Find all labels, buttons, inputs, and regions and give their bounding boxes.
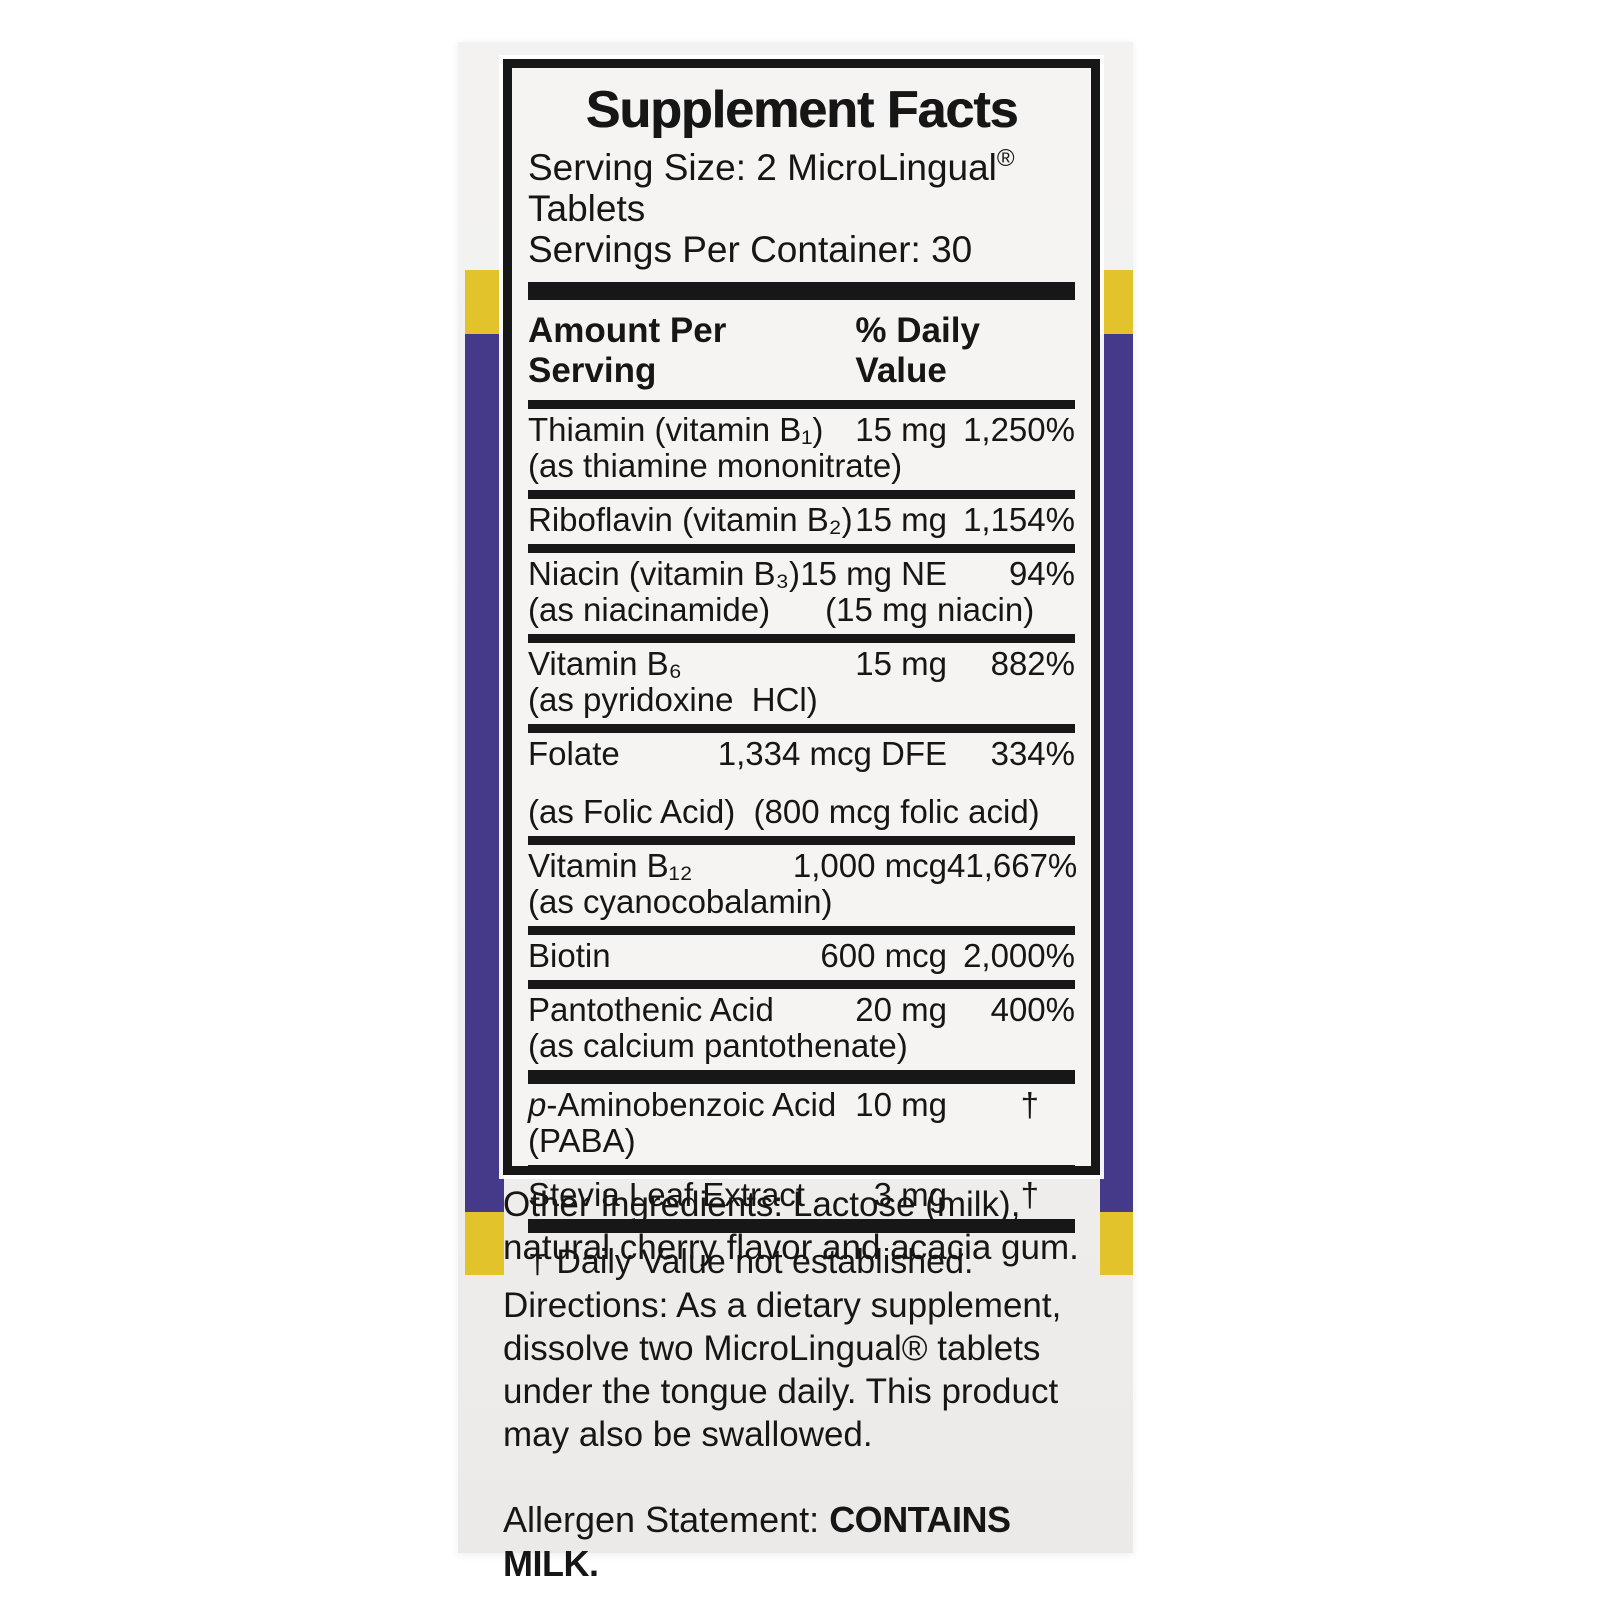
nutrient-source: (as Folic Acid) (800 mcg folic acid) xyxy=(528,793,1040,831)
left-stripe-purple xyxy=(465,334,504,1212)
left-stripe-yellow-bottom xyxy=(465,1212,504,1275)
other-ingredients-text: Other Ingredients: Lactose (milk), natur… xyxy=(503,1185,1079,1267)
nutrient-source: (as pyridoxine HCl) xyxy=(528,681,818,719)
back-panel-copy: Other Ingredients: Lactose (milk), natur… xyxy=(503,1183,1109,1586)
section-divider-thick xyxy=(528,282,1075,301)
nutrient-daily-value: 41,667% xyxy=(947,847,1078,885)
right-stripe-purple xyxy=(1100,334,1133,1212)
nutrient-source: (as niacinamide) (15 mg niacin) xyxy=(528,591,1035,629)
row-divider xyxy=(528,980,1075,990)
nutrient-daily-value: † xyxy=(1020,1176,1039,1214)
left-stripe-yellow-top xyxy=(465,270,504,334)
daily-value-footnote: † Daily Value not established. xyxy=(528,1243,974,1282)
column-header-row: Amount Per Serving % Daily Value xyxy=(528,300,1075,400)
nutrient-amount: 15 mg xyxy=(855,645,947,683)
nutrient-amount: 15 mg xyxy=(855,411,947,449)
servings-per-container-line: Servings Per Container: 30 xyxy=(528,229,973,271)
right-stripe-yellow-top xyxy=(1100,270,1133,334)
nutrient-amount: 15 mg NE xyxy=(800,555,947,593)
row-divider xyxy=(528,1165,1075,1175)
allergen-statement: Allergen Statement: CONTAINS MILK. xyxy=(503,1498,1109,1586)
table-row-riboflavin: Riboflavin (vitamin B₂) 15 mg 1,154% xyxy=(528,499,1075,544)
daily-value-header: % Daily Value xyxy=(855,311,980,391)
nutrient-source: (as cyanocobalamin) xyxy=(528,883,833,921)
nutrient-name: Stevia Leaf Extract xyxy=(528,1176,805,1214)
nutrient-amount: 10 mg xyxy=(855,1086,947,1124)
registered-mark: ® xyxy=(996,145,1015,173)
table-row-vitamin-b12: Vitamin B₁₂ 1,000 mcg 41,667% (as cyanoc… xyxy=(528,845,1078,926)
product-box-back-panel: Supplement Facts Serving Size: 2 MicroLi… xyxy=(458,42,1133,1584)
nutrient-name: Biotin xyxy=(528,937,611,975)
nutrient-source: (as thiamine mononitrate) xyxy=(528,447,903,485)
nutrient-name: Pantothenic Acid xyxy=(528,991,774,1029)
nutrient-source: (PABA) xyxy=(528,1122,636,1160)
table-row-paba: p-Aminobenzoic Acid 10 mg † (PABA) xyxy=(528,1084,1075,1165)
directions-text: Directions: As a dietary supplement, dis… xyxy=(503,1286,1062,1454)
nutrient-name-italic-prefix: p xyxy=(528,1086,547,1124)
serving-size-line: Serving Size: 2 MicroLingual® Tablets xyxy=(528,145,1075,230)
allergen-label: Allergen Statement: xyxy=(503,1499,830,1540)
nutrient-amount: 3 mg xyxy=(873,1176,947,1214)
nutrient-name: Niacin (vitamin B₃) xyxy=(528,555,800,593)
nutrient-name: p-Aminobenzoic Acid xyxy=(528,1087,855,1123)
row-divider xyxy=(528,400,1075,410)
table-row-thiamin: Thiamin (vitamin B₁) 15 mg 1,250% (as th… xyxy=(528,409,1075,490)
row-divider xyxy=(528,490,1075,500)
nutrient-name: Vitamin B₆ xyxy=(528,645,682,683)
row-divider xyxy=(528,724,1075,734)
amount-per-serving-header: Amount Per Serving xyxy=(528,311,727,391)
nutrient-name: Riboflavin (vitamin B₂) xyxy=(528,501,853,539)
nutrient-name: Folate xyxy=(528,735,620,773)
row-divider xyxy=(528,634,1075,644)
row-divider xyxy=(528,926,1075,936)
nutrient-daily-value: 400% xyxy=(990,991,1075,1029)
serving-size-suffix: Tablets xyxy=(528,188,646,230)
table-row-folate: Folate 1,334 mcg DFE 334% (as Folic Acid… xyxy=(528,733,1075,836)
allergen-value: CONTAINS MILK. xyxy=(503,1499,1011,1584)
table-row-biotin: Biotin 600 mcg 2,000% xyxy=(528,935,1075,980)
nutrient-name-rest: -Aminobenzoic Acid xyxy=(546,1086,837,1124)
nutrient-name: Vitamin B₁₂ xyxy=(528,847,693,885)
row-divider xyxy=(528,836,1075,846)
supplement-facts-table: Supplement Facts Serving Size: 2 MicroLi… xyxy=(503,59,1100,1281)
nutrient-daily-value: 2,000% xyxy=(963,937,1075,975)
table-row-niacin: Niacin (vitamin B₃) 15 mg NE 94% (as nia… xyxy=(528,553,1075,634)
nutrient-name: Thiamin (vitamin B₁) xyxy=(528,411,824,449)
serving-size-text: Serving Size: 2 MicroLingual xyxy=(528,147,997,189)
nutrient-daily-value: 334% xyxy=(990,735,1075,773)
section-divider xyxy=(528,1070,1075,1085)
nutrient-daily-value: 1,154% xyxy=(963,501,1075,539)
nutrient-daily-value: 94% xyxy=(1008,555,1075,593)
table-row-vitamin-b6: Vitamin B₆ 15 mg 882% (as pyridoxine HCl… xyxy=(528,643,1075,724)
nutrient-daily-value: † xyxy=(1020,1086,1039,1124)
row-divider xyxy=(528,544,1075,554)
nutrient-amount: 600 mcg xyxy=(820,937,947,975)
nutrient-amount: 20 mg xyxy=(855,991,947,1029)
panel-title: Supplement Facts xyxy=(585,81,1019,139)
nutrient-amount: 15 mg xyxy=(855,501,947,539)
table-row-stevia: Stevia Leaf Extract 3 mg † xyxy=(528,1174,1075,1219)
table-row-pantothenic-acid: Pantothenic Acid 20 mg 400% (as calcium … xyxy=(528,989,1075,1070)
nutrient-amount: 1,000 mcg xyxy=(792,847,947,885)
nutrient-daily-value: 882% xyxy=(990,645,1075,683)
right-stripe-yellow-bottom xyxy=(1100,1212,1133,1275)
nutrient-daily-value: 1,250% xyxy=(963,411,1075,449)
nutrient-source: (as calcium pantothenate) xyxy=(528,1027,908,1065)
section-divider xyxy=(528,1219,1075,1234)
nutrient-amount: 1,334 mcg DFE xyxy=(717,735,947,773)
